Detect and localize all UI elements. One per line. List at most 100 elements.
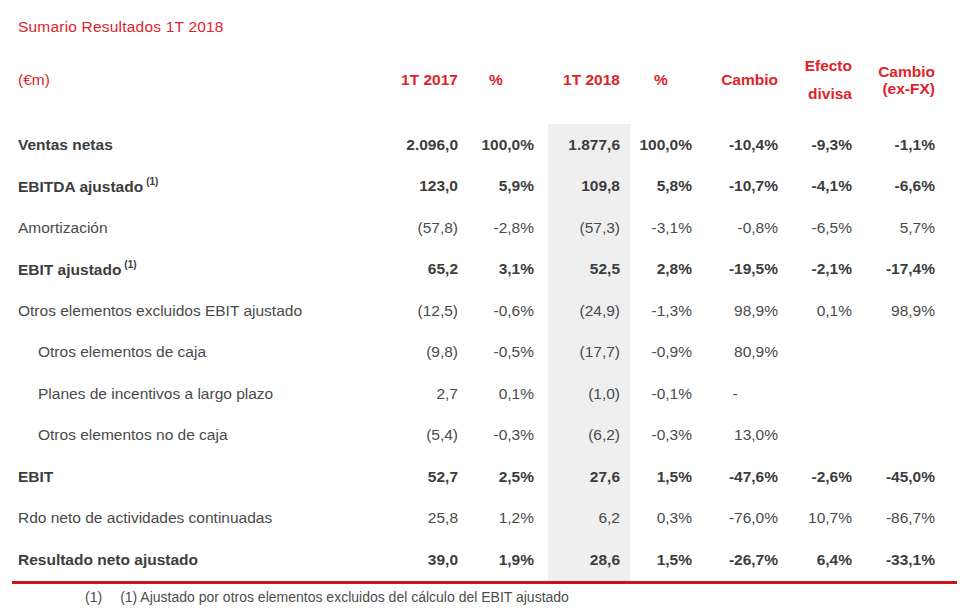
cambio-cell: -10,4% (692, 124, 778, 166)
cambio-cell: -0,8% (692, 207, 778, 249)
pct-2017-cell: -0,6% (458, 290, 534, 332)
table-row-planes-incentivos: Planes de incentivos a largo plazo 2,7 0… (0, 373, 935, 415)
pct-2018-cell: 2,8% (630, 249, 692, 291)
row-label: Planes de incentivos a largo plazo (0, 373, 360, 415)
spacer-column (534, 36, 548, 124)
pct-2017-cell: 3,1% (458, 249, 534, 291)
column-header-efecto-divisa-line1: Efecto (778, 58, 852, 74)
row-label-text: Otros elementos no de caja (38, 426, 228, 443)
cambio-cell: 98,9% (692, 290, 778, 332)
spacer-cell (534, 332, 548, 374)
spacer-cell (534, 539, 548, 581)
table-row-ventas-netas: Ventas netas 2.096,0 100,0% 1.877,6 100,… (0, 124, 935, 166)
row-label: Otros elementos no de caja (0, 415, 360, 457)
table-row-otros-no-caja: Otros elementos no de caja (5,4) -0,3% (… (0, 415, 935, 457)
efecto-divisa-cell (778, 373, 852, 415)
table-row-ebitda-ajustado: EBITDA ajustado(1) 123,0 5,9% 109,8 5,8%… (0, 166, 935, 208)
value-2017-cell: (12,5) (360, 290, 458, 332)
divider-line (12, 581, 957, 584)
pct-2018-cell: -0,3% (630, 415, 692, 457)
value-2018-cell: (6,2) (548, 415, 630, 457)
row-label-text: EBIT ajustado (18, 261, 121, 278)
cambio-cell: -47,6% (692, 456, 778, 498)
efecto-divisa-cell: -6,5% (778, 207, 852, 249)
value-2018-cell: (1,0) (548, 373, 630, 415)
table-row-ebit: EBIT 52,7 2,5% 27,6 1,5% -47,6% -2,6% -4… (0, 456, 935, 498)
table-row-otros-elementos-caja: Otros elementos de caja (9,8) -0,5% (17,… (0, 332, 935, 374)
cambio-cell: -10,7% (692, 166, 778, 208)
column-header-1t2017: 1T 2017 (360, 36, 458, 124)
efecto-divisa-cell: 10,7% (778, 498, 852, 540)
pct-2018-cell: -1,3% (630, 290, 692, 332)
cambio-cell: -76,0% (692, 498, 778, 540)
efecto-divisa-cell (778, 332, 852, 374)
row-label: EBIT (0, 456, 360, 498)
column-header-cambio-exfx-line2: (ex-FX) (852, 80, 935, 97)
results-table: (€m) 1T 2017 % 1T 2018 % Cambio Efecto d… (0, 36, 935, 581)
value-2018-cell: 28,6 (548, 539, 630, 581)
footnote-marker: (1) (124, 259, 136, 270)
pct-2017-cell: 0,1% (458, 373, 534, 415)
row-label: EBITDA ajustado(1) (0, 166, 360, 208)
row-label-text: Otros elementos de caja (38, 343, 206, 360)
value-2018-cell: 52,5 (548, 249, 630, 291)
spacer-cell (534, 373, 548, 415)
cambio-exfx-cell: 98,9% (852, 290, 935, 332)
value-2017-cell: 39,0 (360, 539, 458, 581)
row-label-text: Otros elementos excluidos EBIT ajustado (18, 302, 302, 319)
value-2017-cell: (5,4) (360, 415, 458, 457)
pct-2017-cell: -2,8% (458, 207, 534, 249)
row-label-text: EBIT (18, 468, 53, 485)
value-2018-cell: (57,3) (548, 207, 630, 249)
efecto-divisa-cell: -9,3% (778, 124, 852, 166)
pct-2018-cell: -3,1% (630, 207, 692, 249)
value-2017-cell: (9,8) (360, 332, 458, 374)
table-row-amortizacion: Amortización (57,8) -2,8% (57,3) -3,1% -… (0, 207, 935, 249)
row-label-text: Rdo neto de actividades continuadas (18, 509, 272, 526)
column-header-pct-2018: % (630, 36, 692, 124)
header-row: (€m) 1T 2017 % 1T 2018 % Cambio Efecto d… (0, 36, 935, 124)
pct-2018-cell: 1,5% (630, 539, 692, 581)
column-header-cambio: Cambio (692, 36, 778, 124)
cambio-cell: -19,5% (692, 249, 778, 291)
pct-2018-cell: 0,3% (630, 498, 692, 540)
value-2018-cell: 6,2 (548, 498, 630, 540)
spacer-cell (534, 249, 548, 291)
spacer-cell (534, 498, 548, 540)
cambio-exfx-cell: -1,1% (852, 124, 935, 166)
row-label-text: Resultado neto ajustado (18, 551, 198, 568)
pct-2018-cell: 1,5% (630, 456, 692, 498)
row-label-text: Ventas netas (18, 136, 113, 153)
efecto-divisa-cell: -4,1% (778, 166, 852, 208)
efecto-divisa-cell: -2,1% (778, 249, 852, 291)
cambio-exfx-cell: -17,4% (852, 249, 935, 291)
row-label-text: EBITDA ajustado (18, 178, 143, 195)
spacer-cell (534, 207, 548, 249)
column-header-1t2018: 1T 2018 (548, 36, 630, 124)
pct-2018-cell: -0,9% (630, 332, 692, 374)
row-label: Rdo neto de actividades continuadas (0, 498, 360, 540)
value-2018-cell: (17,7) (548, 332, 630, 374)
column-header-unit: (€m) (0, 36, 360, 124)
efecto-divisa-cell: -2,6% (778, 456, 852, 498)
cambio-cell: - (692, 373, 778, 415)
spacer-cell (534, 290, 548, 332)
footnote: (1)(1) Ajustado por otros elementos excl… (85, 589, 569, 605)
value-2017-cell: (57,8) (360, 207, 458, 249)
spacer-cell (534, 166, 548, 208)
pct-2017-cell: -0,3% (458, 415, 534, 457)
value-2017-cell: 25,8 (360, 498, 458, 540)
cambio-exfx-cell (852, 373, 935, 415)
column-header-cambio-exfx-line1: Cambio (852, 63, 935, 80)
value-2017-cell: 123,0 (360, 166, 458, 208)
cambio-exfx-cell: 5,7% (852, 207, 935, 249)
pct-2018-cell: 100,0% (630, 124, 692, 166)
row-label-text: Amortización (18, 219, 108, 236)
page-title: Sumario Resultados 1T 2018 (18, 18, 224, 36)
pct-2017-cell: 1,9% (458, 539, 534, 581)
row-label: Resultado neto ajustado (0, 539, 360, 581)
table-row-ebit-ajustado: EBIT ajustado(1) 65,2 3,1% 52,5 2,8% -19… (0, 249, 935, 291)
pct-2018-cell: 5,8% (630, 166, 692, 208)
efecto-divisa-cell: 0,1% (778, 290, 852, 332)
cambio-exfx-cell: -45,0% (852, 456, 935, 498)
